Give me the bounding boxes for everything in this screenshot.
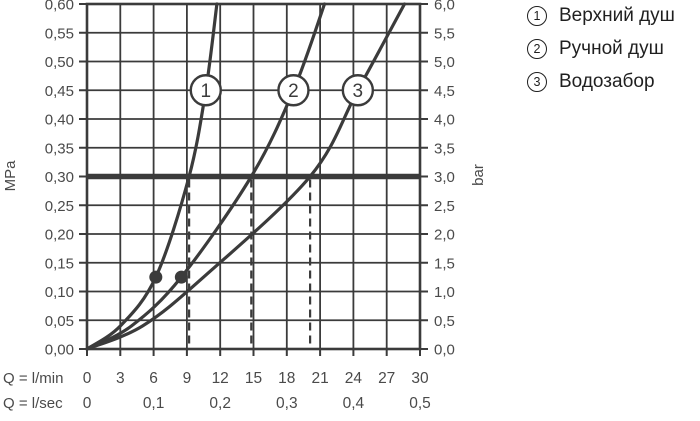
legend: 1 Верхний душ 2 Ручной душ 3 Водозабор: [527, 5, 675, 93]
y-right-tick-label: 1,5: [434, 255, 455, 272]
legend-item-2: 2 Ручной душ: [527, 38, 675, 60]
circled-3-icon: 3: [527, 72, 547, 92]
y-right-tick-label: 0,5: [434, 313, 455, 330]
legend-item-label-2: Ручной душ: [559, 38, 664, 59]
curve-number-marker-label-3: 3: [353, 81, 364, 102]
y-left-axis-unit: MPa: [2, 160, 19, 192]
y-right-tick-label: 4,5: [434, 83, 455, 100]
y-right-tick-label: 6,0: [434, 0, 455, 14]
y-left-tick-label: 0,45: [45, 83, 74, 100]
y-right-tick-label: 2,0: [434, 227, 455, 244]
y-right-axis-unit: bar: [470, 164, 487, 186]
y-right-tick-label: 5,0: [434, 54, 455, 71]
y-left-tick-label: 0,20: [45, 227, 74, 244]
y-right-tick-label: 2,5: [434, 198, 455, 215]
circled-1-icon: 1: [527, 6, 547, 26]
y-left-tick-label: 0,10: [45, 284, 74, 301]
x-lsec-tick-label: 0,4: [343, 395, 365, 412]
y-left-tick-label: 0,15: [45, 255, 74, 272]
x-lsec-tick-label: 0,2: [209, 395, 231, 412]
x-lmin-tick-label: 24: [345, 370, 363, 387]
y-right-tick-label: 0,0: [434, 342, 455, 359]
x-lmin-tick-label: 3: [116, 370, 125, 387]
y-left-tick-label: 0,25: [45, 198, 74, 215]
curve-number-marker-2: [277, 74, 310, 107]
curve-number-marker-label-2: 2: [288, 81, 299, 102]
flow-pressure-chart-panel: 1 2 3 0,00 0,05 0,10 0,15 0,20 0,25 0,30 0,35 0,40 0…: [2, 0, 487, 412]
y-left-tick-label: 0,05: [45, 313, 74, 330]
x-lmin-tick-label: 9: [183, 370, 192, 387]
curve-dot-1: [149, 270, 163, 284]
x-lmin-tick-label: 0: [83, 370, 92, 387]
y-left-tick-label: 0,00: [45, 342, 74, 359]
circled-2-icon: 2: [527, 39, 547, 59]
x-lsec-tick-label: 0,3: [276, 395, 298, 412]
x-axis-row1-label: Q = l/min: [3, 370, 63, 387]
x-lsec-tick-label: 0,5: [409, 395, 431, 412]
y-right-tick-label: 3,0: [434, 169, 455, 186]
x-lmin-tick-label: 30: [411, 370, 429, 387]
y-left-tick-label: 0,60: [45, 0, 74, 14]
y-left-tick-label: 0,40: [45, 112, 74, 129]
y-right-tick-label: 1,0: [434, 284, 455, 301]
x-lsec-tick-label: 0,1: [143, 395, 165, 412]
x-lmin-tick-label: 21: [311, 370, 328, 387]
curve-number-marker-1: [189, 74, 222, 107]
y-right-tick-label: 3,5: [434, 140, 455, 157]
curve-number-marker-label-1: 1: [200, 81, 211, 102]
y-left-tick-label: 0,30: [45, 169, 74, 186]
flow-pressure-chart: 1 2 30,000,050,100,150,200,250,300,350,400…: [2, 0, 487, 412]
legend-item-1: 1 Верхний душ: [527, 5, 675, 27]
curve-number-marker-3: [341, 74, 375, 107]
y-right-tick-label: 4,0: [434, 112, 455, 129]
legend-item-label-1: Верхний душ: [559, 5, 675, 26]
y-left-tick-label: 0,50: [45, 54, 74, 71]
x-lsec-tick-label: 0: [83, 395, 92, 412]
y-left-tick-label: 0,55: [45, 25, 74, 42]
x-axis-row2-label: Q = l/sec: [3, 395, 63, 412]
y-right-tick-label: 5,5: [434, 25, 455, 42]
legend-item-3: 3 Водозабор: [527, 71, 675, 93]
curve-dot-2: [174, 270, 188, 284]
x-lmin-tick-label: 6: [149, 370, 158, 387]
x-lmin-tick-label: 15: [245, 370, 262, 387]
y-left-tick-label: 0,35: [45, 140, 74, 157]
x-lmin-tick-label: 18: [278, 370, 295, 387]
legend-item-label-3: Водозабор: [559, 71, 655, 92]
x-lmin-tick-label: 12: [212, 370, 229, 387]
x-lmin-tick-label: 27: [378, 370, 395, 387]
